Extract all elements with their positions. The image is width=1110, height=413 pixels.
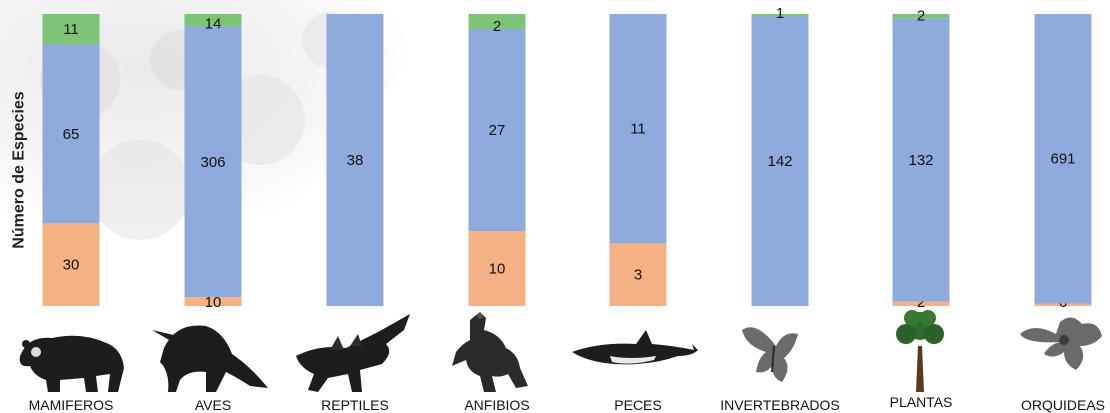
data-label-mamiferos-2: 11 bbox=[63, 21, 79, 38]
data-label-orquideas-1: 691 bbox=[1050, 151, 1075, 168]
frog-silhouette-icon bbox=[452, 312, 528, 392]
data-label-plantas-2: 2 bbox=[917, 7, 925, 24]
data-label-invertebrados-2: 1 bbox=[776, 5, 784, 22]
data-label-anfibios-1: 27 bbox=[489, 122, 506, 139]
bird-silhouette-icon bbox=[152, 325, 268, 392]
bar-segment-anfibios-1 bbox=[468, 28, 526, 232]
data-label-aves-2: 14 bbox=[205, 15, 222, 32]
category-label-anfibios: ANFIBIOS bbox=[464, 397, 529, 413]
data-label-aves-0: 10 bbox=[205, 294, 222, 311]
category-label-plantas: PLANTAS bbox=[890, 394, 953, 410]
icons-group bbox=[19, 310, 1102, 392]
bear-silhouette-icon bbox=[19, 335, 124, 392]
bar-segment-invertebrados-2 bbox=[751, 14, 809, 17]
bar-segment-orquideas-0 bbox=[1034, 303, 1092, 306]
category-label-reptiles: REPTILES bbox=[321, 397, 389, 413]
bar-aves: 10 306 14 bbox=[184, 14, 242, 311]
category-label-invertebrados: INVERTEBRADOS bbox=[720, 397, 840, 413]
bar-segment-aves-2 bbox=[184, 14, 242, 27]
data-label-mamiferos-1: 65 bbox=[63, 126, 80, 143]
bar-segment-reptiles-1 bbox=[326, 14, 384, 306]
category-label-aves: AVES bbox=[195, 397, 231, 413]
bar-segment-peces-1 bbox=[609, 14, 667, 244]
bar-mamiferos: 30 65 11 bbox=[42, 14, 100, 306]
bar-segment-mamiferos-2 bbox=[42, 14, 100, 45]
bar-segment-plantas-0 bbox=[892, 301, 950, 306]
bar-peces: 3 11 bbox=[609, 14, 667, 306]
bar-segment-anfibios-2 bbox=[468, 14, 526, 29]
category-label-mamiferos: MAMIFEROS bbox=[29, 397, 114, 413]
shark-silhouette-icon bbox=[572, 330, 698, 365]
orchid-silhouette-icon bbox=[1020, 317, 1102, 370]
data-label-plantas-1: 132 bbox=[908, 152, 933, 169]
bar-segment-mamiferos-0 bbox=[42, 223, 100, 306]
bar-segment-plantas-1 bbox=[892, 18, 950, 302]
data-label-aves-1: 306 bbox=[200, 154, 225, 171]
bar-segment-plantas-2 bbox=[892, 14, 950, 19]
bar-segment-mamiferos-1 bbox=[42, 44, 100, 224]
bar-segment-peces-0 bbox=[609, 243, 667, 306]
category-label-peces: PECES bbox=[614, 397, 661, 413]
bar-invertebrados: 142 1 bbox=[751, 5, 809, 306]
bar-segment-anfibios-0 bbox=[468, 231, 526, 306]
bar-anfibios: 10 27 2 bbox=[468, 14, 526, 306]
bar-plantas: 2 132 2 bbox=[892, 7, 950, 311]
data-label-peces-0: 3 bbox=[634, 267, 642, 284]
data-label-mamiferos-0: 30 bbox=[63, 257, 80, 274]
bar-reptiles: 38 bbox=[326, 14, 384, 306]
data-label-plantas-0: 2 bbox=[917, 294, 925, 311]
bar-segment-invertebrados-1 bbox=[751, 16, 809, 306]
data-label-peces-1: 11 bbox=[630, 121, 646, 138]
data-label-anfibios-0: 10 bbox=[489, 261, 506, 278]
data-label-invertebrados-1: 142 bbox=[767, 153, 792, 170]
category-label-orquideas: ORQUIDEAS bbox=[1021, 397, 1105, 413]
category-labels-group: MAMIFEROS AVES REPTILES ANFIBIOS PECES INVERT… bbox=[29, 394, 1105, 413]
bar-segment-aves-0 bbox=[184, 297, 242, 306]
bar-segment-aves-1 bbox=[184, 26, 242, 298]
caiman-silhouette-icon bbox=[296, 314, 410, 392]
butterfly-silhouette-icon bbox=[742, 327, 798, 382]
bar-segment-orquideas-1 bbox=[1034, 14, 1092, 304]
tree-silhouette-icon bbox=[896, 310, 944, 392]
data-label-anfibios-2: 2 bbox=[493, 18, 501, 35]
bar-orquideas: 6691 bbox=[1034, 14, 1092, 311]
bars-group: 30 65 11 10 306 14 38 10 27 2 3 11 142 1 2 132 2 6691 bbox=[42, 5, 1092, 311]
data-label-reptiles-1: 38 bbox=[347, 152, 364, 169]
